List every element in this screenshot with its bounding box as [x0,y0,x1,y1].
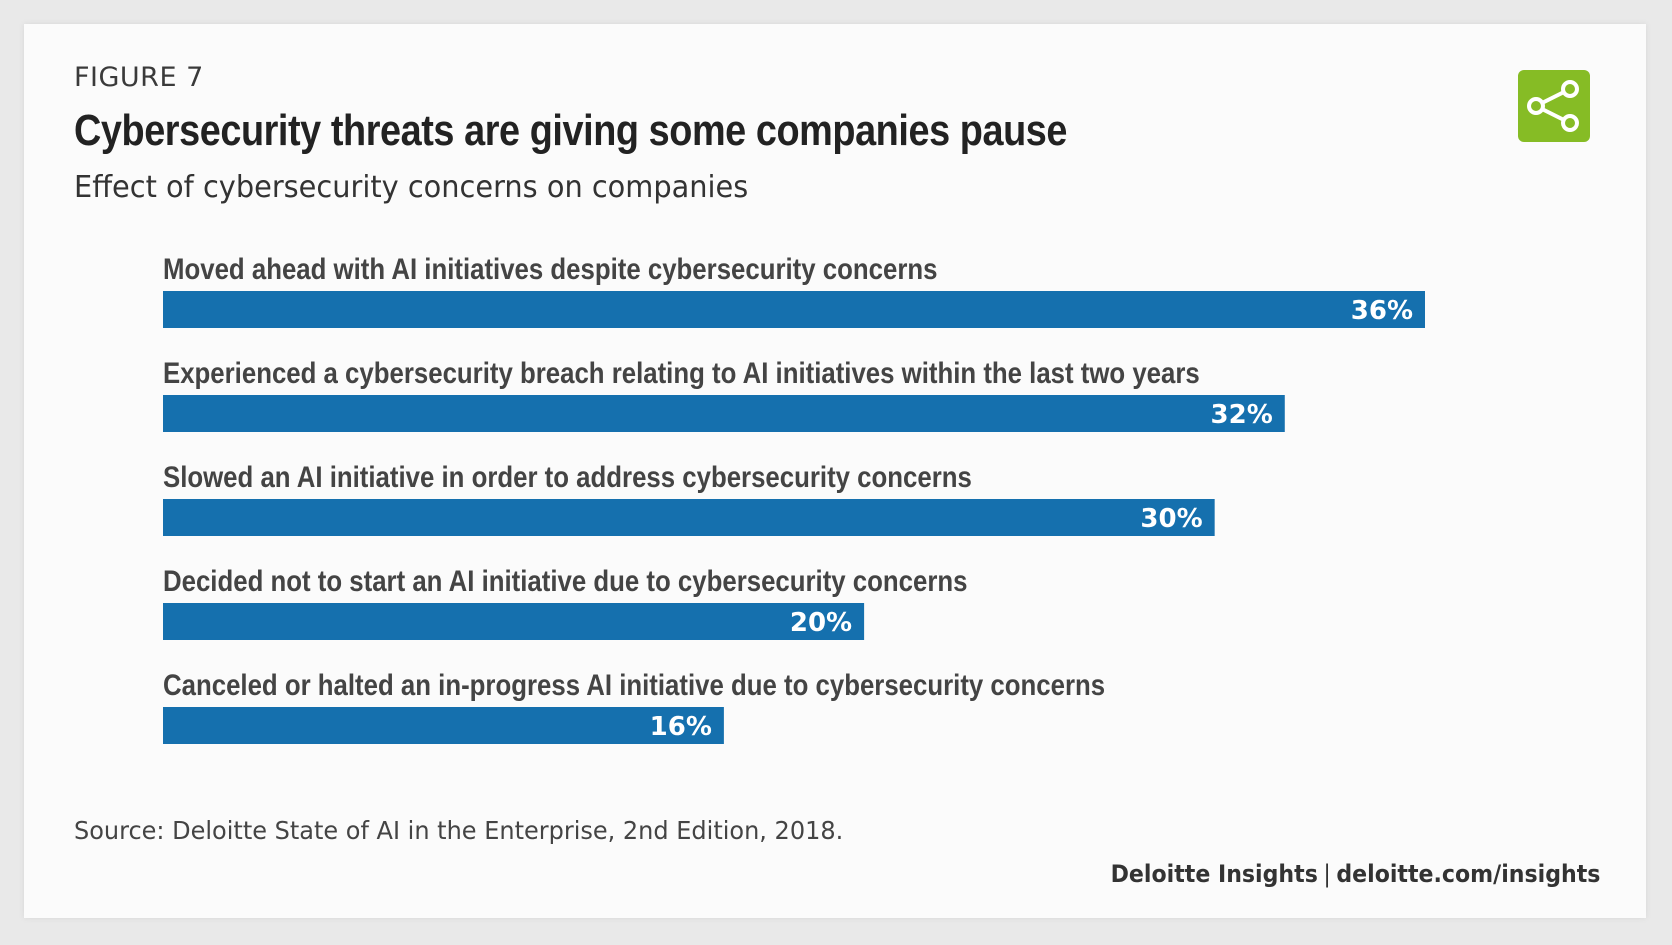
bar [163,499,1215,536]
share-button[interactable] [1518,70,1590,142]
footer-url-link[interactable]: deloitte.com/insights [1335,860,1600,888]
figure-label: FIGURE 7 [74,62,204,93]
footer: Deloitte Insights | deloitte.com/insights [1110,860,1600,888]
value-label: 30% [1140,504,1202,534]
bar [163,291,1425,328]
chart-title: Cybersecurity threats are giving some co… [74,106,1067,155]
category-label: Decided not to start an AI initiative du… [163,564,967,597]
category-label: Slowed an AI initiative in order to addr… [163,460,972,493]
category-label: Experienced a cybersecurity breach relat… [163,356,1200,389]
bar [163,395,1285,432]
bar [163,707,724,744]
value-label: 36% [1351,296,1413,326]
source-note: Source: Deloitte State of AI in the Ente… [74,816,844,845]
value-label: 16% [650,712,712,742]
bar-chart: Moved ahead with AI initiatives despite … [163,252,1425,744]
share-icon [1527,80,1579,132]
value-label: 20% [790,608,852,638]
footer-brand: Deloitte Insights [1110,860,1318,888]
category-label: Canceled or halted an in-progress AI ini… [163,668,1105,701]
chart-subtitle: Effect of cybersecurity concerns on comp… [74,170,749,205]
value-label: 32% [1211,400,1273,430]
bar [163,603,865,640]
category-label: Moved ahead with AI initiatives despite … [163,252,937,285]
footer-separator: | [1322,860,1331,888]
figure-card: FIGURE 7 Cybersecurity threats are givin… [24,24,1646,918]
